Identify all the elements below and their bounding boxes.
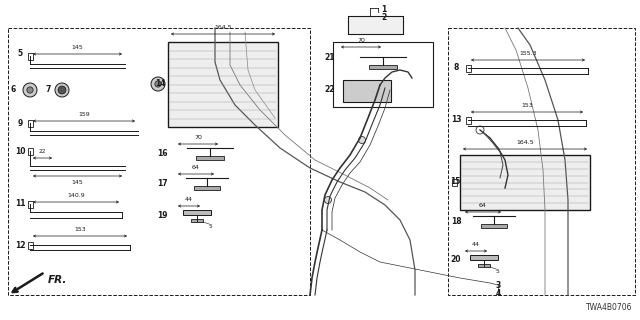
Circle shape <box>501 156 509 164</box>
Bar <box>451 179 456 186</box>
Text: 22: 22 <box>324 85 335 94</box>
Circle shape <box>27 87 33 93</box>
Circle shape <box>476 126 484 134</box>
Bar <box>28 242 33 249</box>
Text: 11: 11 <box>15 199 25 209</box>
Text: 10: 10 <box>15 147 25 156</box>
Text: 18: 18 <box>451 218 461 227</box>
Text: 64: 64 <box>479 203 487 208</box>
Circle shape <box>358 137 365 143</box>
Bar <box>28 201 33 207</box>
Text: 44: 44 <box>472 242 480 247</box>
Text: 4: 4 <box>495 290 500 299</box>
Bar <box>28 119 33 126</box>
Text: 15: 15 <box>450 178 460 187</box>
Bar <box>191 219 203 222</box>
Bar <box>196 156 224 160</box>
Text: 153: 153 <box>521 103 533 108</box>
Bar <box>465 116 470 124</box>
Text: 13: 13 <box>451 116 461 124</box>
Text: TWA4B0706: TWA4B0706 <box>586 303 632 312</box>
Bar <box>195 186 220 190</box>
Text: FR.: FR. <box>48 275 67 285</box>
Circle shape <box>155 81 161 87</box>
Bar <box>183 210 211 215</box>
Text: 12: 12 <box>15 241 25 250</box>
Text: 19: 19 <box>157 211 167 220</box>
Text: 164.5: 164.5 <box>516 140 534 145</box>
Text: 155.3: 155.3 <box>519 51 537 56</box>
Text: 2: 2 <box>381 13 387 22</box>
Circle shape <box>371 89 378 95</box>
Bar <box>369 65 397 69</box>
Bar <box>470 255 498 260</box>
Text: 6: 6 <box>10 85 15 94</box>
Text: 17: 17 <box>157 180 167 188</box>
Text: 70: 70 <box>357 38 365 43</box>
Circle shape <box>324 196 332 204</box>
Text: 14: 14 <box>155 79 165 89</box>
Text: 164.5: 164.5 <box>214 25 232 30</box>
Circle shape <box>23 83 37 97</box>
Text: 70: 70 <box>194 135 202 140</box>
Bar <box>460 155 590 210</box>
Text: 22: 22 <box>39 149 46 154</box>
Circle shape <box>58 86 66 94</box>
Text: 9: 9 <box>17 118 22 127</box>
Bar <box>28 52 33 60</box>
Text: 64: 64 <box>192 165 200 170</box>
Text: 159: 159 <box>78 112 90 117</box>
Text: 44: 44 <box>185 197 193 202</box>
Circle shape <box>496 186 504 194</box>
Bar <box>168 42 278 127</box>
Text: 16: 16 <box>157 149 167 158</box>
Text: 21: 21 <box>324 52 335 61</box>
Text: 5: 5 <box>496 269 500 274</box>
Bar <box>28 148 33 155</box>
Text: 145: 145 <box>72 45 83 50</box>
Text: 7: 7 <box>45 85 51 94</box>
Text: 1: 1 <box>381 5 387 14</box>
Circle shape <box>59 87 65 93</box>
Bar <box>465 65 470 71</box>
Bar <box>348 16 403 34</box>
Text: 140.9: 140.9 <box>67 193 85 198</box>
Bar <box>343 80 391 102</box>
Circle shape <box>55 83 69 97</box>
Text: 3: 3 <box>495 282 500 291</box>
Text: 5: 5 <box>209 224 212 229</box>
Text: 153: 153 <box>74 227 86 232</box>
Text: 5: 5 <box>17 50 22 59</box>
Text: 145: 145 <box>72 180 83 185</box>
Text: 8: 8 <box>453 63 459 73</box>
Text: 20: 20 <box>451 255 461 265</box>
Bar <box>481 224 507 228</box>
Circle shape <box>151 77 165 91</box>
Bar <box>479 264 490 267</box>
